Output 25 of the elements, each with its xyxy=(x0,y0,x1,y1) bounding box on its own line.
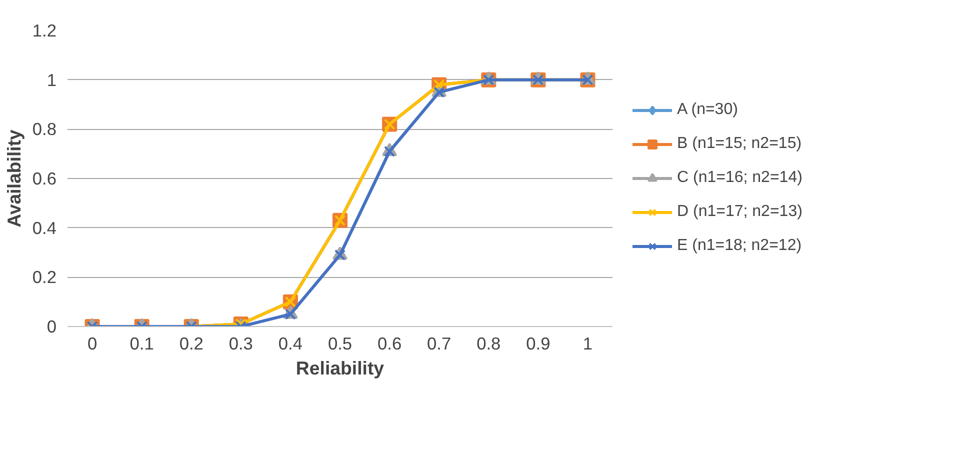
x-tick-label: 0.5 xyxy=(328,334,352,354)
y-tick-label: 0.6 xyxy=(32,168,57,188)
y-tick-label: 0.8 xyxy=(32,119,57,140)
legend-label: E (n1=18; n2=12) xyxy=(677,237,802,255)
y-tick-label: 0.4 xyxy=(32,218,57,238)
x-tick-label: 0.2 xyxy=(179,334,204,354)
x-tick-label: 0.9 xyxy=(526,334,550,354)
x-tick-label: 0.7 xyxy=(427,334,452,354)
x-tick-label: 0 xyxy=(87,334,98,354)
x-tick-label: 0.6 xyxy=(378,334,402,354)
y-axis-title: Availability xyxy=(3,128,24,228)
legend-label: A (n=30) xyxy=(677,101,738,119)
x-tick-label: 0.4 xyxy=(278,334,303,354)
y-tick-label: 0.2 xyxy=(32,267,57,288)
legend-label: C (n1=16; n2=14) xyxy=(677,169,802,187)
y-tick-label: 0 xyxy=(46,316,57,336)
legend-label: D (n1=17; n2=13) xyxy=(677,203,802,221)
x-tick-label: 0.3 xyxy=(228,334,253,354)
y-tick-label: 1.2 xyxy=(32,20,57,40)
legend-label: B (n1=15; n2=15) xyxy=(677,135,802,153)
x-axis-title: Reliability xyxy=(296,358,385,378)
x-tick-label: 0.1 xyxy=(130,334,154,354)
y-tick-label: 1 xyxy=(46,70,57,90)
x-tick-label: 0.8 xyxy=(476,334,501,354)
x-tick-label: 1 xyxy=(582,334,593,354)
